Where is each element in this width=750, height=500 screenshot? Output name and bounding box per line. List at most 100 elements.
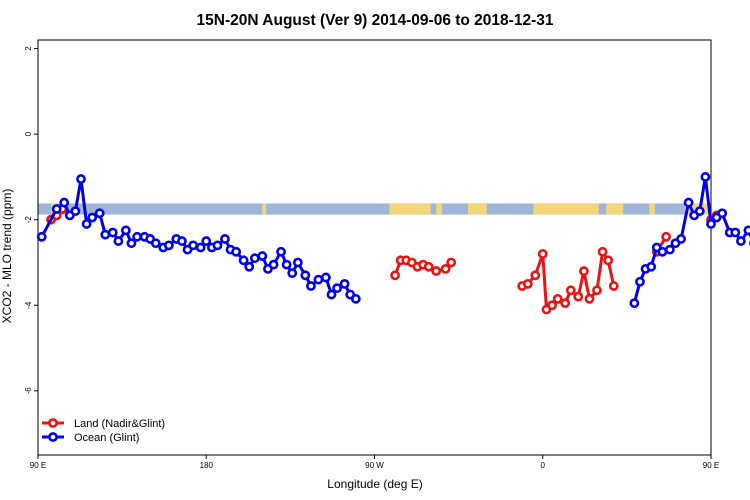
chart-title: 15N-20N August (Ver 9) 2014-09-06 to 201… xyxy=(197,12,554,29)
y-axis-label: XCO2 - MLO trend (ppm) xyxy=(0,189,14,324)
series-land xyxy=(46,204,722,315)
data-point-ocean xyxy=(120,225,131,236)
data-point-land xyxy=(560,298,571,309)
data-point-ocean xyxy=(87,212,98,223)
x-tick-label: 180 xyxy=(200,461,214,470)
y-tick-label: 2 xyxy=(24,46,33,51)
data-point-ocean xyxy=(70,206,81,217)
data-point-ocean xyxy=(743,225,750,236)
data-point-land xyxy=(547,300,557,311)
data-point-ocean xyxy=(350,293,361,304)
data-point-ocean xyxy=(629,298,640,309)
data-point-land xyxy=(597,246,608,257)
data-point-land xyxy=(661,231,672,242)
y-axis: 2 0 -2 -4 -6 xyxy=(24,46,38,395)
plot-frame xyxy=(37,39,712,456)
y-tick-label: 0 xyxy=(24,131,33,136)
series-line-ocean xyxy=(632,175,750,304)
land-band xyxy=(606,203,624,215)
land-ocean-strip xyxy=(38,203,711,215)
data-point-ocean xyxy=(177,236,187,246)
data-point-ocean xyxy=(107,227,118,238)
data-point-ocean xyxy=(268,259,279,270)
data-point-ocean xyxy=(332,283,343,294)
data-point-ocean xyxy=(113,236,124,246)
data-point-ocean xyxy=(36,231,47,242)
data-point-ocean xyxy=(231,246,242,257)
data-point-ocean xyxy=(717,208,728,219)
data-point-land xyxy=(390,270,400,281)
land-band xyxy=(389,203,431,215)
legend-marker-land xyxy=(48,418,58,428)
x-axis-label: Longitude (deg E) xyxy=(327,477,422,491)
data-point-land xyxy=(537,249,548,259)
land-band xyxy=(533,203,599,215)
legend-label-ocean: Ocean (Glint) xyxy=(74,432,139,444)
data-point-ocean xyxy=(339,278,350,289)
data-point-ocean xyxy=(163,240,174,251)
data-point-ocean xyxy=(132,231,142,242)
data-point-land xyxy=(423,261,434,272)
data-point-land xyxy=(440,263,451,274)
data-point-land xyxy=(565,285,576,296)
x-tick-label: 90 E xyxy=(30,461,46,470)
data-point-land xyxy=(573,291,584,302)
data-point-ocean xyxy=(126,238,137,249)
data-point-land xyxy=(578,266,589,276)
y-tick-label: -2 xyxy=(24,216,33,224)
data-point-land xyxy=(608,281,619,291)
land-band xyxy=(467,203,487,215)
data-point-ocean xyxy=(281,259,292,270)
y-tick-label: -6 xyxy=(24,387,33,395)
series-layer xyxy=(36,172,750,315)
data-point-land xyxy=(522,278,533,289)
x-tick-label: 0 xyxy=(541,461,546,470)
data-point-ocean xyxy=(51,204,62,214)
land-band xyxy=(436,203,442,215)
data-point-ocean xyxy=(100,229,111,240)
data-point-ocean xyxy=(736,236,746,246)
data-point-ocean xyxy=(664,244,675,255)
series-line-ocean xyxy=(40,177,357,301)
data-point-ocean xyxy=(683,197,694,208)
data-point-ocean xyxy=(730,227,741,238)
data-point-ocean xyxy=(306,281,316,291)
data-point-ocean xyxy=(249,253,260,264)
data-point-ocean xyxy=(238,255,249,266)
data-point-land xyxy=(552,293,563,304)
data-point-ocean xyxy=(59,197,70,208)
legend: Land (Nadir&Glint) Ocean (Glint) xyxy=(42,418,165,444)
data-point-land xyxy=(431,266,442,276)
data-point-ocean xyxy=(646,261,657,272)
data-point-ocean xyxy=(706,219,716,229)
x-axis: 90 E 180 90 W 0 90 E xyxy=(30,455,719,470)
data-point-ocean xyxy=(188,240,199,251)
data-point-ocean xyxy=(700,172,711,182)
x-tick-label: 90 E xyxy=(703,461,719,470)
data-point-ocean xyxy=(657,246,668,257)
land-band xyxy=(262,203,267,215)
data-point-ocean xyxy=(300,270,311,281)
legend-marker-ocean xyxy=(48,432,58,442)
series-line-land xyxy=(521,250,616,312)
data-point-ocean xyxy=(195,242,206,253)
data-point-ocean xyxy=(257,251,268,261)
data-point-ocean xyxy=(326,289,337,300)
data-point-ocean xyxy=(635,276,645,287)
data-point-ocean xyxy=(313,274,324,285)
data-point-land xyxy=(530,270,541,281)
data-point-ocean xyxy=(320,272,331,283)
data-point-ocean xyxy=(81,219,92,229)
data-point-ocean xyxy=(292,257,303,268)
data-point-ocean xyxy=(94,208,105,219)
data-point-ocean xyxy=(76,174,86,184)
data-point-land xyxy=(603,255,614,266)
data-point-ocean xyxy=(150,238,161,249)
data-point-ocean xyxy=(244,261,255,272)
data-point-ocean xyxy=(220,234,230,244)
series-ocean xyxy=(36,172,750,309)
land-band xyxy=(649,203,655,215)
data-point-ocean xyxy=(694,206,705,217)
data-point-land xyxy=(584,293,595,304)
